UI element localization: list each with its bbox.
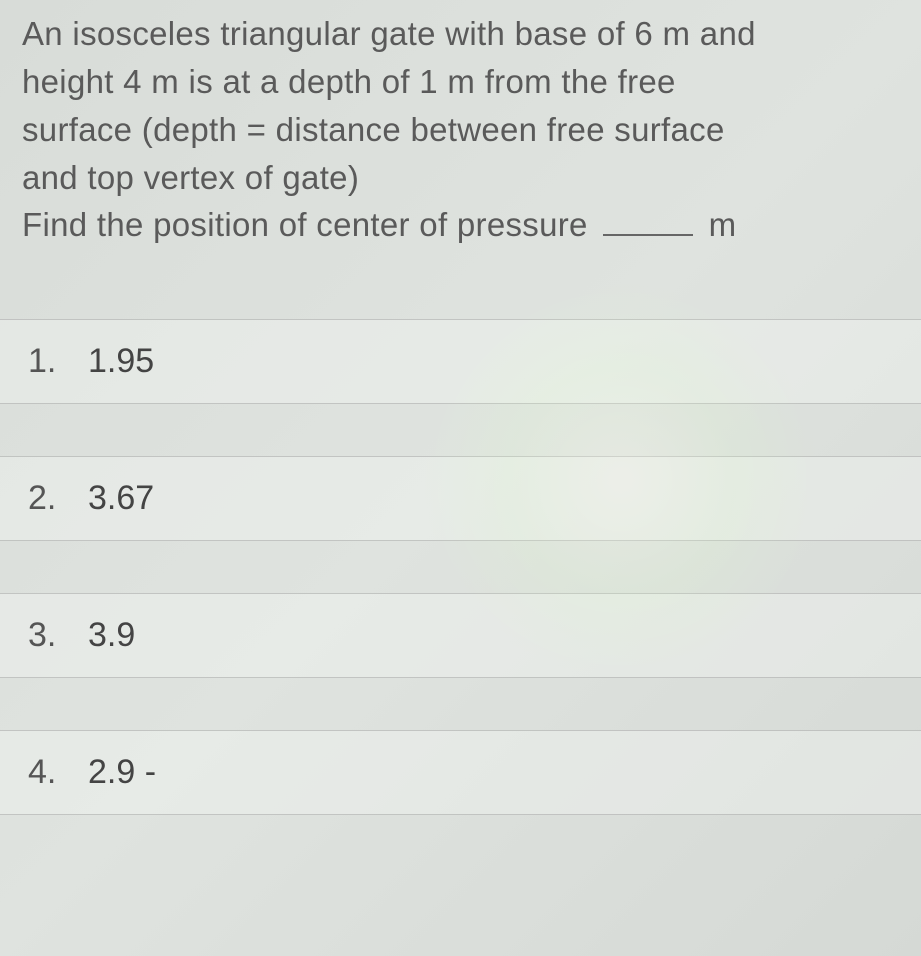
question-block: An isosceles triangular gate with base o… — [0, 0, 921, 269]
prompt-prefix: Find the position of center of pressure — [22, 206, 588, 243]
option-value: 3.9 — [88, 616, 135, 655]
question-line: surface (depth = distance between free s… — [22, 106, 899, 154]
option-number: 1. — [28, 342, 88, 381]
option-number: 2. — [28, 479, 88, 518]
option-number: 4. — [28, 753, 88, 792]
option-value: 3.67 — [88, 479, 154, 518]
fill-blank[interactable] — [603, 234, 693, 236]
options-list: 1. 1.95 2. 3.67 3. 3.9 4. 2.9 - — [0, 319, 921, 815]
option-2[interactable]: 2. 3.67 — [0, 456, 921, 541]
option-value: 1.95 — [88, 342, 154, 381]
prompt-unit: m — [709, 206, 737, 243]
option-1[interactable]: 1. 1.95 — [0, 319, 921, 404]
question-line: height 4 m is at a depth of 1 m from the… — [22, 58, 899, 106]
question-line: and top vertex of gate) — [22, 154, 899, 202]
question-line: An isosceles triangular gate with base o… — [22, 10, 899, 58]
option-value: 2.9 - — [88, 753, 156, 792]
question-prompt: Find the position of center of pressure … — [22, 201, 899, 249]
option-4[interactable]: 4. 2.9 - — [0, 730, 921, 815]
option-number: 3. — [28, 616, 88, 655]
option-3[interactable]: 3. 3.9 — [0, 593, 921, 678]
